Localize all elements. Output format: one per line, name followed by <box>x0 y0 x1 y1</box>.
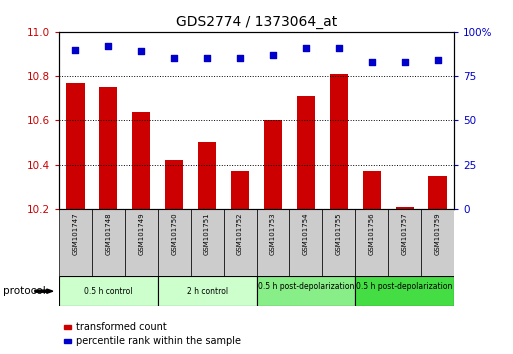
Point <box>104 43 112 49</box>
Text: GSM101755: GSM101755 <box>336 212 342 255</box>
Bar <box>256 276 355 306</box>
Point <box>236 56 244 61</box>
Point <box>334 45 343 51</box>
Title: GDS2774 / 1373064_at: GDS2774 / 1373064_at <box>176 16 337 29</box>
Bar <box>428 176 447 209</box>
Bar <box>256 209 289 276</box>
Point <box>170 56 179 61</box>
Point <box>71 47 80 52</box>
Text: GSM101752: GSM101752 <box>237 212 243 255</box>
Text: GSM101748: GSM101748 <box>105 212 111 255</box>
Text: GSM101749: GSM101749 <box>139 212 144 255</box>
Text: transformed count: transformed count <box>76 322 167 332</box>
Bar <box>224 209 256 276</box>
Text: GSM101747: GSM101747 <box>72 212 78 255</box>
Point <box>203 56 211 61</box>
Bar <box>132 112 150 209</box>
Bar <box>59 209 92 276</box>
Bar <box>158 209 191 276</box>
Bar <box>396 207 413 209</box>
Bar <box>125 209 158 276</box>
Text: GSM101753: GSM101753 <box>270 212 276 255</box>
Bar <box>191 209 224 276</box>
Bar <box>388 209 421 276</box>
Text: GSM101750: GSM101750 <box>171 212 177 255</box>
Bar <box>322 209 355 276</box>
Text: 2 h control: 2 h control <box>187 287 228 296</box>
Bar <box>198 143 216 209</box>
Point <box>368 59 376 65</box>
Point <box>137 48 145 54</box>
Bar <box>59 276 158 306</box>
Bar <box>100 87 117 209</box>
Bar <box>297 96 315 209</box>
Bar <box>165 160 183 209</box>
Text: 0.5 h control: 0.5 h control <box>84 287 133 296</box>
Point <box>302 45 310 51</box>
Bar <box>355 276 454 306</box>
Bar <box>421 209 454 276</box>
Point <box>433 57 442 63</box>
Text: GSM101756: GSM101756 <box>369 212 374 255</box>
Point <box>401 59 409 65</box>
Point <box>269 52 277 58</box>
Text: 0.5 h post-depolarization: 0.5 h post-depolarization <box>357 282 453 291</box>
Bar <box>355 209 388 276</box>
Bar <box>66 83 85 209</box>
Text: GSM101754: GSM101754 <box>303 212 309 255</box>
Bar <box>92 209 125 276</box>
Text: GSM101751: GSM101751 <box>204 212 210 255</box>
Text: GSM101759: GSM101759 <box>435 212 441 255</box>
Bar <box>363 171 381 209</box>
Text: 0.5 h post-depolarization: 0.5 h post-depolarization <box>258 282 354 291</box>
Bar <box>158 276 256 306</box>
Bar <box>330 74 348 209</box>
Text: protocol: protocol <box>3 286 45 296</box>
Bar <box>289 209 322 276</box>
Text: GSM101757: GSM101757 <box>402 212 408 255</box>
Bar <box>264 120 282 209</box>
Bar <box>231 171 249 209</box>
Text: percentile rank within the sample: percentile rank within the sample <box>76 336 241 346</box>
